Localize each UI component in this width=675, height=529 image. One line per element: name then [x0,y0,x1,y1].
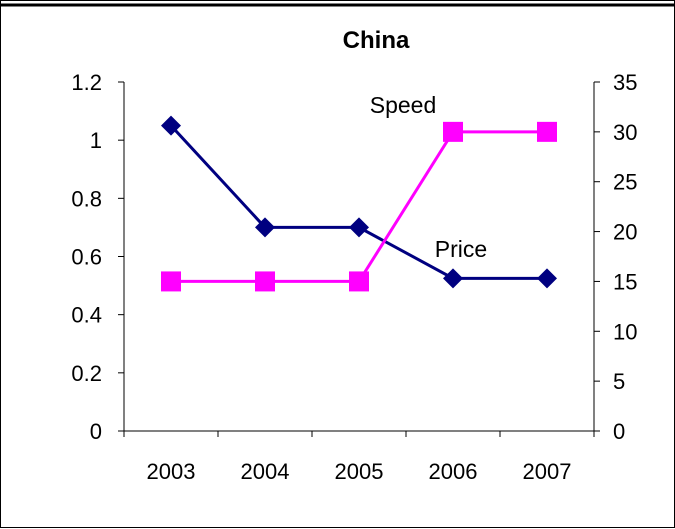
left-tick-label: 0.6 [71,245,102,270]
right-tick-label: 5 [613,369,625,394]
left-y-axis: 0 0.2 0.4 0.6 0.8 1 1.2 [71,70,124,444]
data-point-price [443,268,463,289]
right-tick-label: 20 [613,220,637,245]
data-point-speed [537,121,557,142]
left-tick-label: 0.4 [71,303,102,328]
series-line-speed [171,130,547,283]
series-labels: Price Speed [370,92,487,262]
right-tick-label: 15 [613,269,637,294]
left-tick-label: 0 [90,419,102,444]
series-label-speed: Speed [370,92,437,118]
left-tick-label: 0.8 [71,186,102,211]
right-tick-label: 0 [613,419,625,444]
x-tick-label: 2004 [241,459,290,484]
left-tick-label: 1.2 [71,70,102,95]
left-tick-label: 1 [90,128,102,153]
data-point-speed [161,271,181,292]
data-point-price [537,268,557,289]
x-tick-label: 2007 [523,459,572,484]
x-tick-label: 2003 [147,459,196,484]
x-tick-label: 2005 [335,459,384,484]
data-point-price [349,217,369,238]
data-point-price [161,115,181,136]
data-point-speed [349,271,369,292]
right-tick-label: 35 [613,70,637,95]
chart-title: China [343,27,410,54]
right-tick-label: 10 [613,319,637,344]
x-axis: 2003 2004 2005 2006 2007 [123,431,595,484]
series-label-price: Price [435,236,487,262]
data-point-price [255,217,275,238]
axes [123,82,595,432]
left-tick-label: 0.2 [71,361,102,386]
data-point-speed [255,271,275,292]
series-line-price [169,124,547,280]
series-layer [161,115,557,292]
right-tick-label: 25 [613,170,637,195]
right-y-axis: 0 5 10 15 20 25 30 35 [594,70,637,444]
right-tick-label: 30 [613,120,637,145]
data-point-speed [443,121,463,142]
x-tick-label: 2006 [429,459,478,484]
